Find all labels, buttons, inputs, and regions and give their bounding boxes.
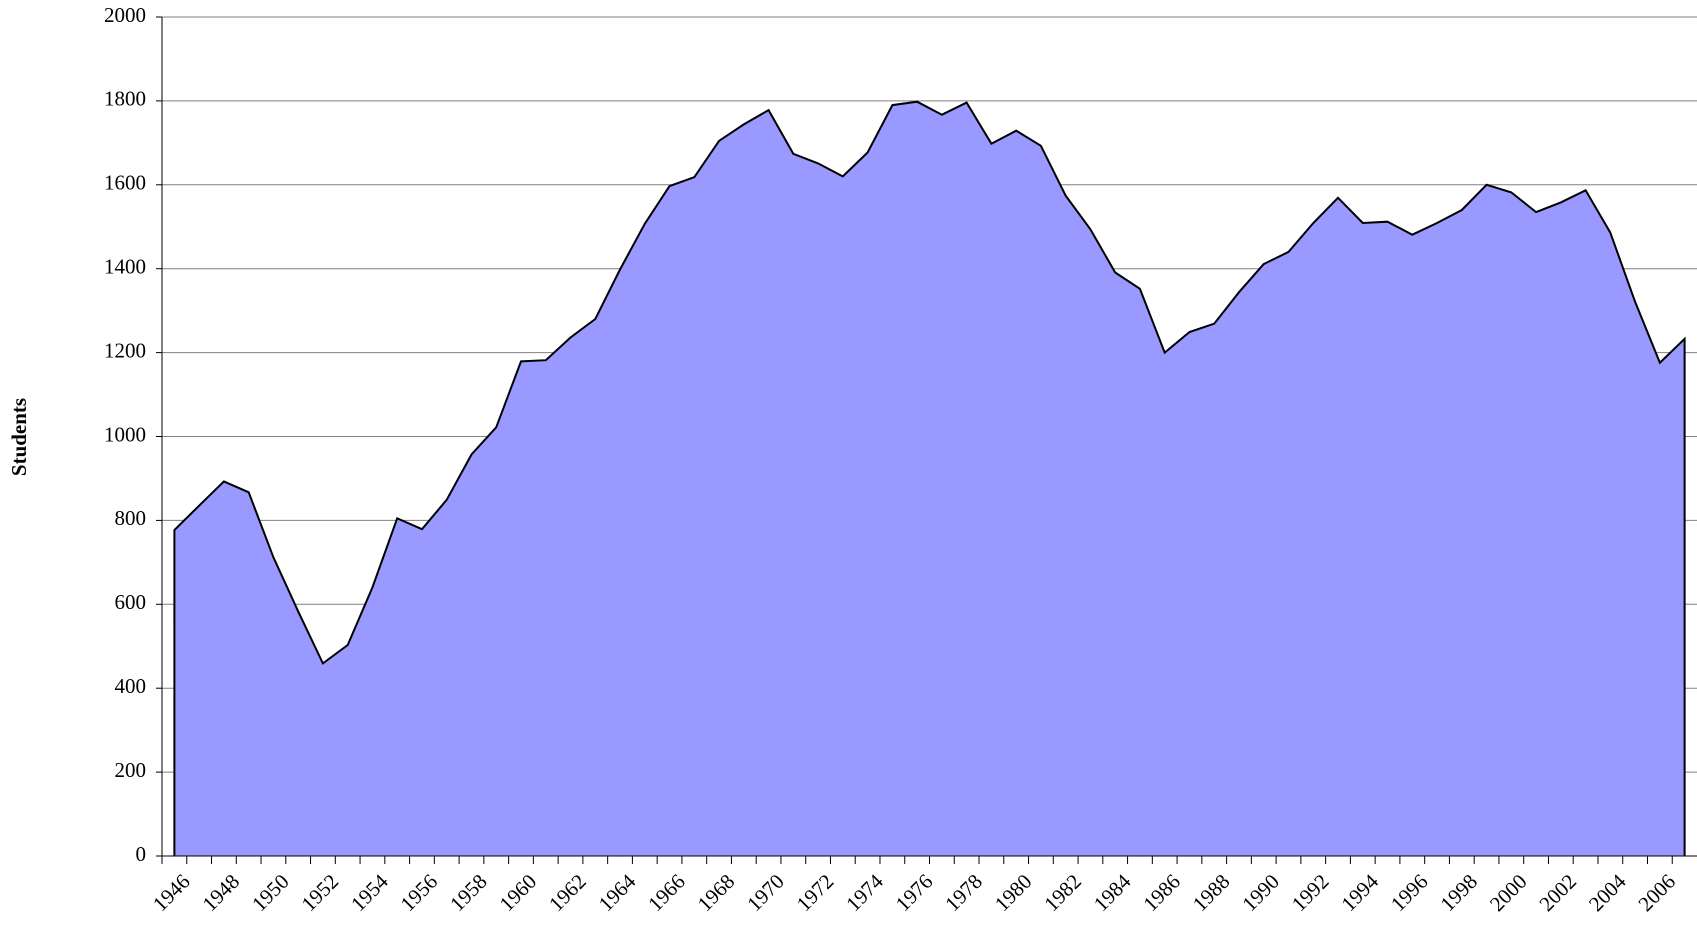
y-tick-label: 0 [136, 842, 147, 866]
x-tick-label: 1998 [1435, 869, 1482, 916]
x-tick-label: 1970 [742, 869, 789, 916]
x-tick-label: 1972 [792, 869, 839, 916]
x-tick-label: 1946 [148, 869, 195, 916]
x-tick-label: 1990 [1237, 869, 1284, 916]
x-tick-label: 1986 [1138, 869, 1185, 916]
y-tick-label: 400 [115, 674, 147, 698]
x-tick-label: 1984 [1089, 869, 1136, 916]
y-tick-label: 1400 [104, 255, 146, 279]
x-tick-label: 1974 [841, 869, 888, 916]
y-tick-label: 600 [115, 590, 147, 614]
area-outline [173, 100, 1686, 857]
x-tick-label: 1956 [396, 869, 443, 916]
x-tick-label: 1950 [247, 869, 294, 916]
x-tick-label: 1962 [544, 869, 591, 916]
y-tick-label: 1000 [104, 422, 146, 446]
x-tick-label: 1966 [643, 869, 690, 916]
x-tick-label: 1982 [1039, 869, 1086, 916]
x-tick-label: 1980 [990, 869, 1037, 916]
y-tick-label: 800 [115, 506, 147, 530]
x-tick-label: 1994 [1336, 869, 1383, 916]
x-tick-label: 2004 [1584, 869, 1631, 916]
area [174, 101, 1685, 856]
x-tick-label: 1996 [1386, 869, 1433, 916]
y-tick-label: 1600 [104, 171, 146, 195]
x-tick-label: 1992 [1287, 869, 1334, 916]
y-tick-label: 1800 [104, 87, 146, 111]
x-tick-label: 1988 [1188, 869, 1235, 916]
x-tick-label: 1976 [891, 869, 938, 916]
y-tick-label: 1200 [104, 338, 146, 362]
x-tick-label: 1958 [445, 869, 492, 916]
x-tick-label: 1978 [940, 869, 987, 916]
x-tick-label: 2002 [1534, 869, 1581, 916]
y-axis-label: Students [7, 398, 31, 476]
x-tick-label: 2000 [1485, 869, 1532, 916]
x-tick-label: 1948 [198, 869, 245, 916]
x-tick-label: 1954 [346, 869, 393, 916]
y-tick-label: 2000 [104, 3, 146, 27]
y-tick-label: 200 [115, 758, 147, 782]
x-tick-label: 1968 [693, 869, 740, 916]
x-tick-label: 1960 [495, 869, 542, 916]
x-tick-label: 1952 [297, 869, 344, 916]
x-tick-label: 1964 [594, 869, 641, 916]
x-tick-label: 2006 [1633, 869, 1680, 916]
